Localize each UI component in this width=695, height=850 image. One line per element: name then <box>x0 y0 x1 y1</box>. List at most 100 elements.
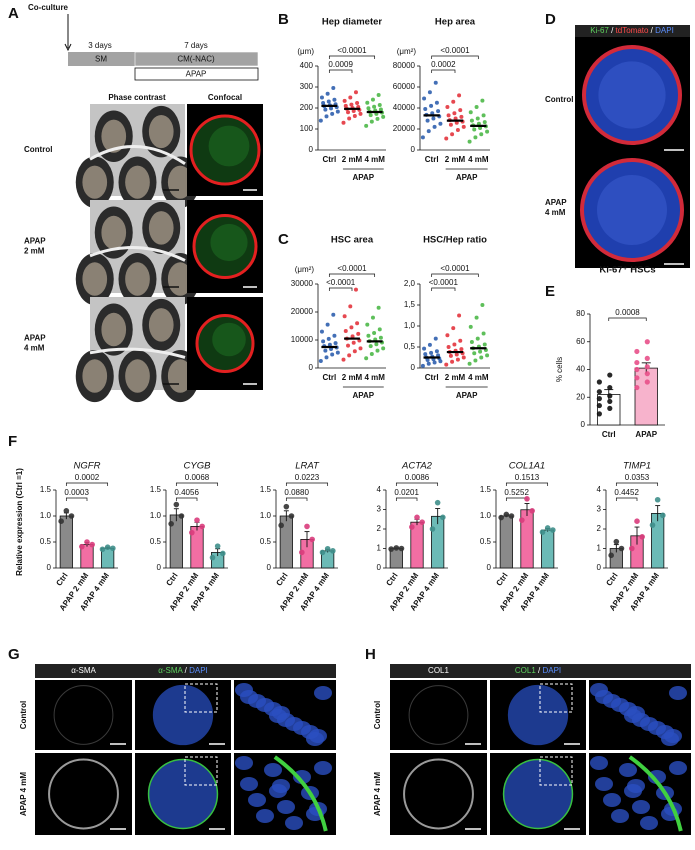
data-point <box>454 352 459 357</box>
data-point <box>368 344 373 349</box>
data-point <box>432 360 437 365</box>
y-tick-label: 1.0 <box>260 511 272 520</box>
data-point <box>427 342 432 347</box>
spheroid <box>152 684 214 746</box>
axis-unit: (μm²) <box>397 47 417 56</box>
data-point <box>644 379 650 385</box>
spheroid <box>82 165 108 199</box>
data-point <box>409 524 415 530</box>
data-point <box>434 499 441 506</box>
bracket <box>395 497 418 501</box>
data-point <box>445 104 450 109</box>
p-value: <0.0001 <box>440 46 470 55</box>
y-tick-label: 20000 <box>393 124 416 133</box>
header-strip <box>35 664 336 678</box>
p-value: 0.0353 <box>625 473 650 482</box>
data-point <box>350 334 355 339</box>
data-point <box>422 96 427 101</box>
spheroid <box>125 359 150 393</box>
data-point <box>508 513 515 519</box>
timeline-label: CM(-NAC) <box>177 55 215 64</box>
x-tick-label: 4 mM <box>468 155 489 164</box>
data-point <box>473 135 478 140</box>
data-point <box>343 103 348 108</box>
y-tick-label: 20000 <box>291 307 314 316</box>
x-tick-label: Ctrl <box>54 571 69 587</box>
y-tick-label: 40000 <box>393 103 416 112</box>
data-point <box>607 372 613 378</box>
spheroid <box>125 165 150 199</box>
data-point <box>365 322 370 327</box>
y-tick-label: 40 <box>576 365 585 374</box>
data-point <box>63 508 70 514</box>
panel-letter: D <box>545 11 556 28</box>
nucleus <box>248 793 266 807</box>
header-text: α-SMA / DAPI <box>158 666 208 675</box>
data-point <box>321 339 326 344</box>
y-axis-label: Relative expression (Ctrl =1) <box>15 468 24 576</box>
y-tick-label: 4 <box>377 485 382 494</box>
data-point <box>348 304 353 309</box>
data-point <box>323 348 328 353</box>
data-point <box>393 545 400 551</box>
data-point <box>330 352 335 357</box>
y-tick-label: 2,0 <box>404 279 416 288</box>
data-point <box>326 99 331 104</box>
nucleus <box>590 756 608 770</box>
data-point <box>104 544 111 550</box>
data-point <box>332 333 337 338</box>
data-point <box>461 124 466 129</box>
y-tick-label: 1,0 <box>404 321 416 330</box>
nucleus <box>314 761 332 775</box>
data-point <box>377 327 382 332</box>
data-point <box>348 95 353 100</box>
p-value: 0.0201 <box>394 488 419 497</box>
data-point <box>644 355 650 361</box>
row-label: 2 mM <box>24 247 45 256</box>
bracket <box>328 287 353 291</box>
data-point <box>376 92 381 97</box>
data-point <box>607 384 613 391</box>
group-label: APAP <box>353 391 375 400</box>
spheroid <box>148 115 174 149</box>
data-point <box>429 526 436 532</box>
axis-unit: (μm) <box>297 47 314 56</box>
nucleus <box>669 761 687 775</box>
data-point <box>544 525 551 531</box>
data-point <box>378 335 383 340</box>
y-tick-label: 10000 <box>291 335 314 344</box>
data-point <box>446 345 451 349</box>
data-point <box>355 321 360 326</box>
data-point <box>459 347 464 352</box>
bracket <box>431 55 479 59</box>
row-label: APAP <box>24 334 46 343</box>
data-point <box>364 356 369 361</box>
p-value: 0.1513 <box>515 473 540 482</box>
chart-title: CYGB <box>184 461 212 472</box>
nucleus <box>595 777 613 791</box>
y-tick-label: 1.5 <box>40 485 52 494</box>
data-point <box>618 545 625 552</box>
p-value: 0.0002 <box>431 60 456 69</box>
data-point <box>481 331 486 336</box>
nucleus <box>277 800 295 814</box>
chart-title: LRAT <box>295 461 320 472</box>
data-point <box>607 398 613 405</box>
spheroid-outline <box>48 758 119 830</box>
x-tick-label: Ctrl <box>494 571 509 587</box>
p-value: <0.0001 <box>337 46 367 55</box>
data-point <box>451 326 456 331</box>
panel-letter: F <box>8 433 17 450</box>
nucleus <box>603 793 621 807</box>
nuclei <box>597 175 667 245</box>
data-point <box>331 86 336 91</box>
data-point <box>178 513 185 519</box>
x-tick-label: 4 mM <box>364 155 385 164</box>
panel-letter: G <box>8 646 20 663</box>
zoom-box <box>539 756 573 786</box>
data-point <box>381 114 386 119</box>
data-point <box>634 348 640 355</box>
panel-letter: C <box>278 231 289 248</box>
data-point <box>351 340 356 345</box>
